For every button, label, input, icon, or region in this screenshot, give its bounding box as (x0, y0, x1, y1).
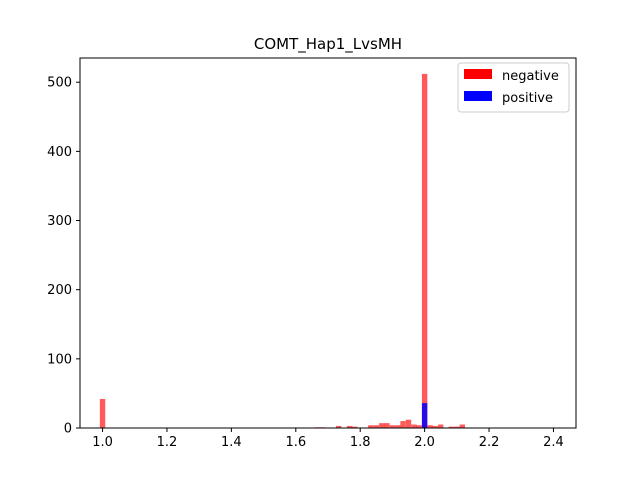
y-tick-label: 200 (47, 283, 72, 298)
bar-negative-10 (389, 425, 396, 428)
bars-layer (99, 73, 465, 428)
x-tick-label: 2.4 (543, 435, 564, 450)
legend: negative positive (457, 62, 570, 113)
bar-negative-4 (346, 425, 353, 428)
bar-negative-21 (454, 426, 460, 428)
x-tick-label: 2.2 (479, 435, 500, 450)
bar-negative-17 (427, 425, 433, 428)
bar-negative-20 (448, 426, 455, 428)
x-axis: 1.0 1.2 1.4 1.6 1.8 2.0 2.2 2.4 (92, 428, 564, 450)
bar-negative-22 (459, 424, 465, 428)
bar-negative-15 (416, 425, 422, 428)
legend-label-negative: negative (502, 69, 559, 84)
bar-positive-0 (421, 403, 428, 428)
bar-negative-16 (421, 73, 428, 428)
legend-label-positive: positive (502, 91, 553, 106)
bar-negative-8 (379, 423, 385, 428)
bar-negative-11 (395, 425, 401, 428)
x-tick-label: 1.2 (157, 435, 178, 450)
x-tick-label: 1.8 (350, 435, 371, 450)
bar-negative-6 (368, 425, 374, 428)
bar-negative-0 (99, 398, 106, 428)
chart-title: COMT_Hap1_LvsMH (254, 35, 402, 54)
legend-swatch-positive (464, 91, 492, 101)
x-tick-label: 1.6 (285, 435, 306, 450)
bar-negative-14 (411, 424, 417, 428)
x-tick-label: 1.4 (221, 435, 242, 450)
y-tick-label: 300 (47, 214, 72, 229)
x-tick-label: 1.0 (92, 435, 113, 450)
bar-negative-18 (432, 425, 438, 428)
y-tick-label: 0 (64, 422, 72, 437)
legend-swatch-negative (464, 69, 492, 79)
plot-frame (79, 57, 577, 429)
bar-negative-3 (335, 425, 342, 428)
bar-negative-13 (405, 419, 412, 428)
y-tick-label: 500 (47, 76, 72, 91)
bar-negative-19 (438, 424, 444, 428)
x-tick-label: 2.0 (414, 435, 435, 450)
y-tick-label: 400 (47, 145, 72, 160)
y-tick-label: 100 (47, 352, 72, 367)
bar-negative-12 (400, 421, 406, 428)
y-axis: 0 100 200 300 400 500 (47, 76, 80, 437)
bar-negative-7 (373, 425, 379, 428)
bar-negative-5 (352, 426, 358, 428)
bar-negative-9 (384, 423, 390, 428)
